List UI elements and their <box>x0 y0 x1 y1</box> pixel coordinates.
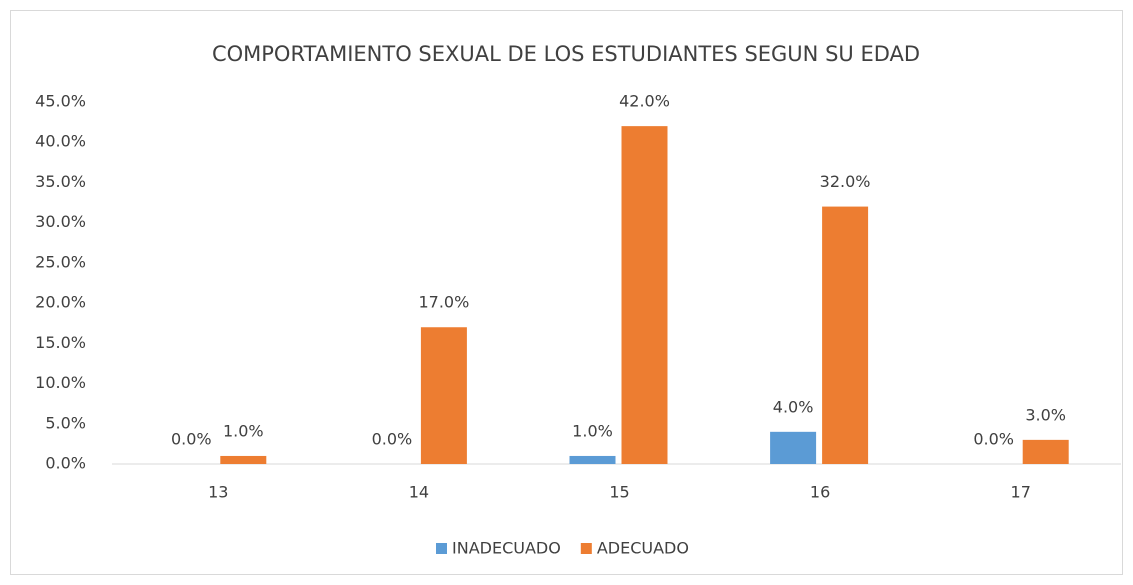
data-label: 0.0% <box>171 430 212 449</box>
data-label: 3.0% <box>1025 405 1066 424</box>
y-tick-label: 5.0% <box>45 413 86 432</box>
data-label: 4.0% <box>773 397 814 416</box>
y-tick-label: 10.0% <box>35 373 86 392</box>
chart-title: COMPORTAMIENTO SEXUAL DE LOS ESTUDIANTES… <box>212 42 920 66</box>
x-tick-label: 17 <box>1011 483 1031 502</box>
data-label: 17.0% <box>418 293 469 312</box>
legend-swatch <box>436 543 447 554</box>
legend-swatch <box>580 543 592 554</box>
bar <box>569 455 616 464</box>
y-tick-label: 35.0% <box>35 172 86 191</box>
y-tick-label: 25.0% <box>35 252 86 271</box>
y-tick-label: 20.0% <box>35 293 86 312</box>
y-tick-label: 0.0% <box>45 454 86 473</box>
data-label: 0.0% <box>973 430 1014 449</box>
data-label: 1.0% <box>572 421 613 440</box>
bar <box>621 126 668 464</box>
data-label: 1.0% <box>223 421 264 440</box>
y-tick-label: 45.0% <box>35 92 86 111</box>
bar <box>1022 439 1069 464</box>
bar <box>770 431 817 464</box>
data-label: 42.0% <box>619 92 670 111</box>
x-tick-label: 15 <box>609 483 629 502</box>
bar <box>822 206 869 465</box>
y-tick-label: 30.0% <box>35 212 86 231</box>
chart-border <box>10 10 1123 575</box>
legend-label: ADECUADO <box>597 539 689 558</box>
y-tick-label: 15.0% <box>35 333 86 352</box>
bar <box>420 327 467 464</box>
bar <box>220 455 267 464</box>
y-tick-label: 40.0% <box>35 132 86 151</box>
x-tick-label: 16 <box>810 483 830 502</box>
data-label: 32.0% <box>820 172 871 191</box>
legend-label: INADECUADO <box>452 539 561 558</box>
x-tick-label: 13 <box>208 483 228 502</box>
x-tick-label: 14 <box>409 483 429 502</box>
data-label: 0.0% <box>372 430 413 449</box>
